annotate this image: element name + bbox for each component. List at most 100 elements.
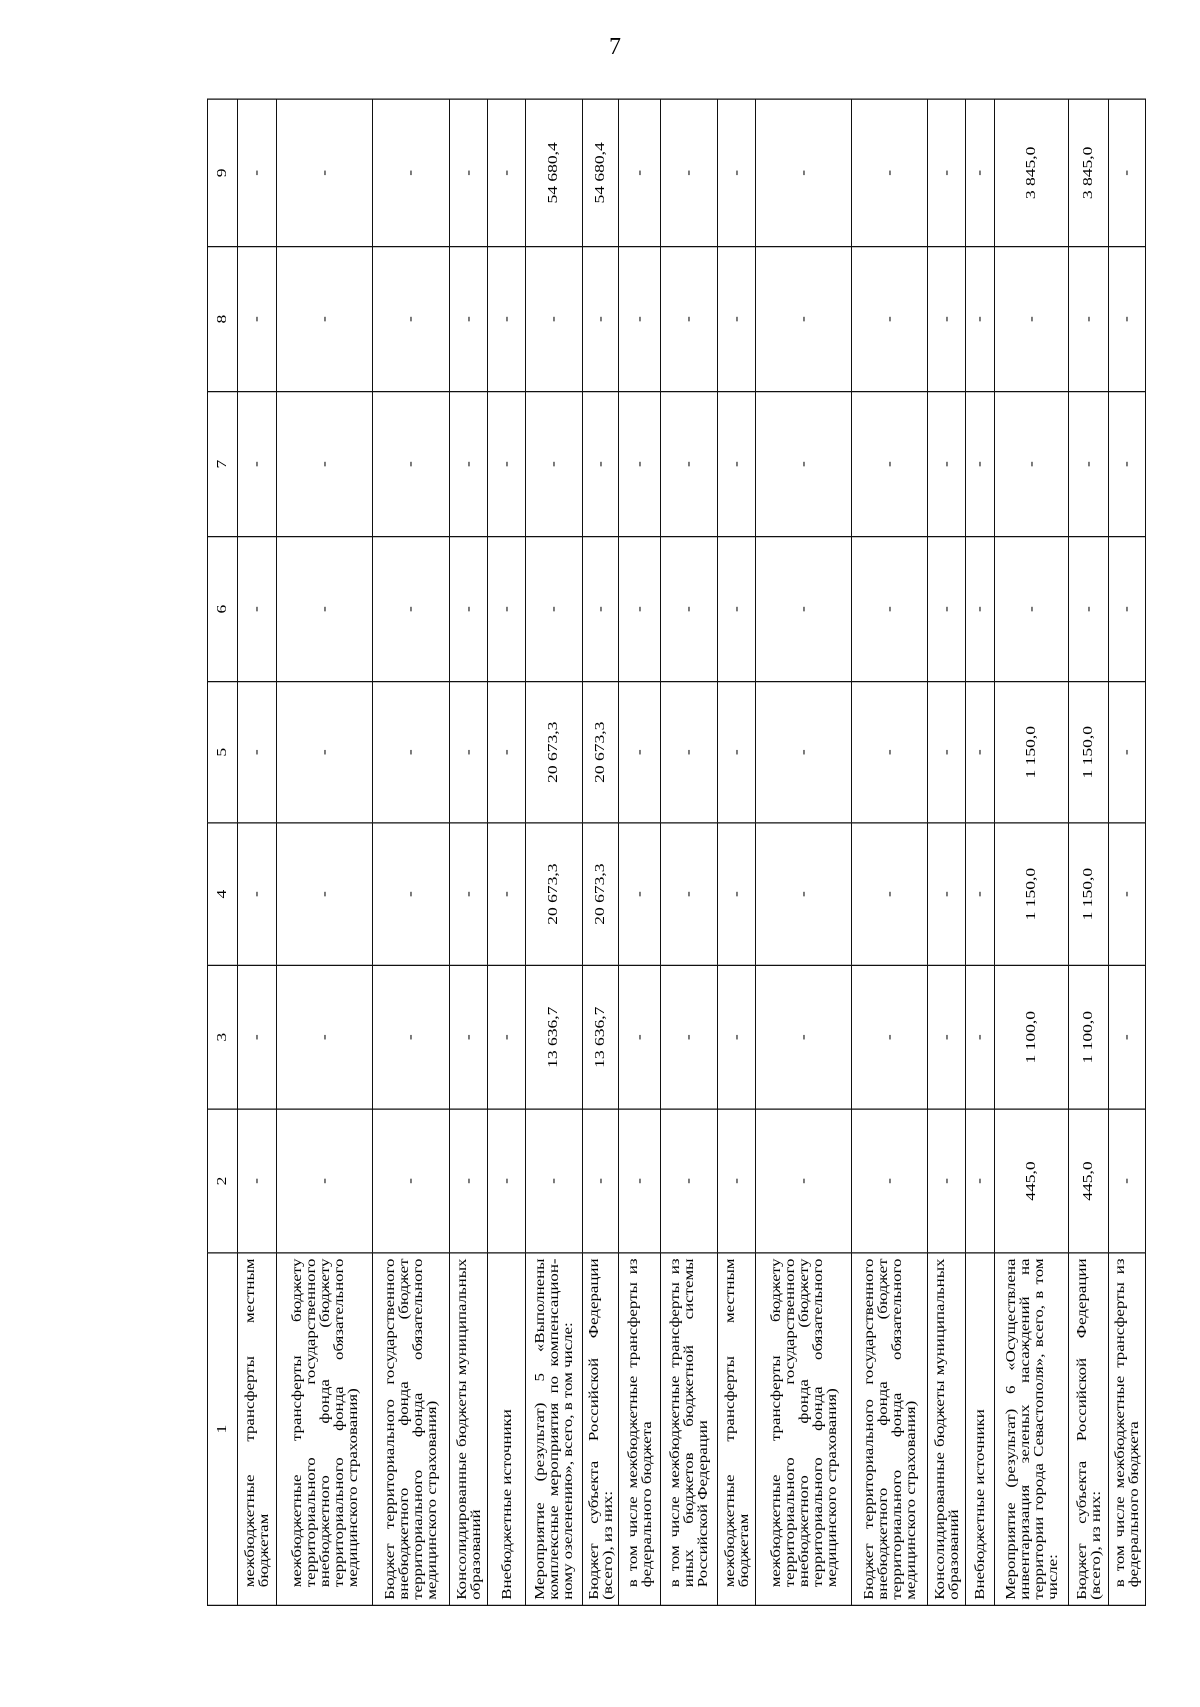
row-label: Внебюджетные источники bbox=[487, 1252, 526, 1606]
value-cell: - bbox=[487, 1109, 526, 1253]
value-cell: - bbox=[582, 536, 619, 682]
value-cell: - bbox=[582, 246, 619, 392]
value-cell: - bbox=[276, 822, 373, 966]
value-cell: - bbox=[237, 536, 277, 682]
value-cell: - bbox=[449, 536, 488, 682]
value-cell: - bbox=[927, 99, 966, 247]
value-cell: - bbox=[276, 965, 373, 1110]
table-row: Бюджет территориального государственного… bbox=[372, 99, 450, 1606]
value-cell: - bbox=[755, 1109, 852, 1253]
value-cell: - bbox=[851, 536, 928, 682]
table-row: в том числе межбюджетные трансферты из и… bbox=[660, 99, 718, 1606]
value-cell: - bbox=[927, 391, 966, 537]
value-cell: - bbox=[1068, 536, 1109, 682]
value-cell: - bbox=[449, 965, 488, 1110]
row-label: межбюджетные трансферты местным бюджетам bbox=[717, 1252, 756, 1606]
value-cell: - bbox=[618, 391, 661, 537]
table-row: Бюджет субъекта Российской Федерации (вс… bbox=[1068, 99, 1109, 1606]
value-cell: 13 636,7 bbox=[582, 965, 619, 1110]
value-cell: - bbox=[1068, 391, 1109, 537]
value-cell: - bbox=[965, 99, 995, 247]
table-row: Внебюджетные источники - - - - - - - - bbox=[965, 99, 995, 1606]
value-cell: - bbox=[660, 246, 718, 392]
row-label: в том числе межбюджетные трансферты из ф… bbox=[618, 1252, 661, 1606]
value-cell: 3 845,0 bbox=[1068, 99, 1109, 247]
value-cell: - bbox=[449, 99, 488, 247]
column-number-9: 9 bbox=[207, 99, 238, 247]
table-row: межбюджетные трансферты местным бюджетам… bbox=[717, 99, 756, 1606]
table-row: в том числе межбюджетные трансферты из ф… bbox=[1108, 99, 1146, 1606]
value-cell: - bbox=[487, 99, 526, 247]
budget-table: 1 2 3 4 5 6 7 8 9 межбюджетные трансферты местным… bbox=[207, 99, 1146, 1607]
value-cell: - bbox=[1108, 536, 1146, 682]
value-cell: - bbox=[372, 99, 450, 247]
value-cell: - bbox=[717, 681, 756, 823]
column-number-5: 5 bbox=[207, 681, 238, 823]
value-cell: - bbox=[1108, 99, 1146, 247]
row-label: межбюджетные трансферты бюджету территор… bbox=[276, 1252, 373, 1606]
value-cell: - bbox=[237, 99, 277, 247]
value-cell: - bbox=[276, 391, 373, 537]
value-cell: - bbox=[851, 1109, 928, 1253]
table-row: Мероприятие (результат) 6 «Осуществлена … bbox=[994, 99, 1069, 1606]
table-row: Бюджет субъекта Российской Федерации (вс… bbox=[582, 99, 619, 1606]
table-row: в том числе межбюджетные трансферты из ф… bbox=[618, 99, 661, 1606]
value-cell: - bbox=[965, 1109, 995, 1253]
value-cell: - bbox=[927, 681, 966, 823]
column-number-4: 4 bbox=[207, 822, 238, 966]
value-cell: - bbox=[851, 391, 928, 537]
row-label: Консолидированные бюджеты муниципальных … bbox=[927, 1252, 966, 1606]
value-cell: - bbox=[487, 246, 526, 392]
value-cell: - bbox=[994, 246, 1069, 392]
table-row: межбюджетные трансферты бюджету территор… bbox=[755, 99, 852, 1606]
value-cell: - bbox=[927, 965, 966, 1110]
row-label: Бюджет субъекта Российской Федерации (вс… bbox=[582, 1252, 619, 1606]
value-cell: - bbox=[755, 536, 852, 682]
value-cell: - bbox=[582, 391, 619, 537]
column-number-7: 7 bbox=[207, 391, 238, 537]
row-label: межбюджетные трансферты местным бюджетам bbox=[237, 1252, 277, 1606]
value-cell: 20 673,3 bbox=[525, 822, 583, 966]
value-cell: - bbox=[525, 246, 583, 392]
value-cell: - bbox=[449, 681, 488, 823]
value-cell: - bbox=[660, 822, 718, 966]
value-cell: - bbox=[1108, 391, 1146, 537]
value-cell: - bbox=[755, 391, 852, 537]
value-cell: - bbox=[851, 99, 928, 247]
value-cell: - bbox=[851, 965, 928, 1110]
value-cell: - bbox=[755, 681, 852, 823]
value-cell: - bbox=[618, 822, 661, 966]
value-cell: - bbox=[449, 391, 488, 537]
value-cell: - bbox=[965, 536, 995, 682]
value-cell: - bbox=[965, 822, 995, 966]
row-label: Внебюджетные источники bbox=[965, 1252, 995, 1606]
row-label: межбюджетные трансферты бюджету территор… bbox=[755, 1252, 852, 1606]
value-cell: - bbox=[851, 681, 928, 823]
table-row: межбюджетные трансферты бюджету территор… bbox=[276, 99, 373, 1606]
value-cell: - bbox=[372, 391, 450, 537]
value-cell: - bbox=[276, 99, 373, 247]
value-cell: 20 673,3 bbox=[582, 822, 619, 966]
column-number-3: 3 bbox=[207, 965, 238, 1110]
value-cell: 20 673,3 bbox=[525, 681, 583, 823]
value-cell: - bbox=[1108, 822, 1146, 966]
value-cell: - bbox=[851, 822, 928, 966]
value-cell: - bbox=[618, 681, 661, 823]
value-cell: 445,0 bbox=[1068, 1109, 1109, 1253]
value-cell: - bbox=[276, 681, 373, 823]
value-cell: - bbox=[1108, 246, 1146, 392]
value-cell: 1 100,0 bbox=[1068, 965, 1109, 1110]
value-cell: - bbox=[1068, 246, 1109, 392]
value-cell: - bbox=[276, 1109, 373, 1253]
table-row: Бюджет территориального государственного… bbox=[851, 99, 928, 1606]
value-cell: - bbox=[582, 1109, 619, 1253]
row-label: Мероприятие (результат) 6 «Осуществлена … bbox=[994, 1252, 1069, 1606]
value-cell: - bbox=[237, 391, 277, 537]
value-cell: - bbox=[618, 536, 661, 682]
rotated-table-container: 1 2 3 4 5 6 7 8 9 межбюджетные трансферты местным… bbox=[207, 99, 1146, 1607]
value-cell: - bbox=[660, 1109, 718, 1253]
value-cell: - bbox=[372, 681, 450, 823]
value-cell: - bbox=[618, 246, 661, 392]
value-cell: 54 680,4 bbox=[582, 99, 619, 247]
